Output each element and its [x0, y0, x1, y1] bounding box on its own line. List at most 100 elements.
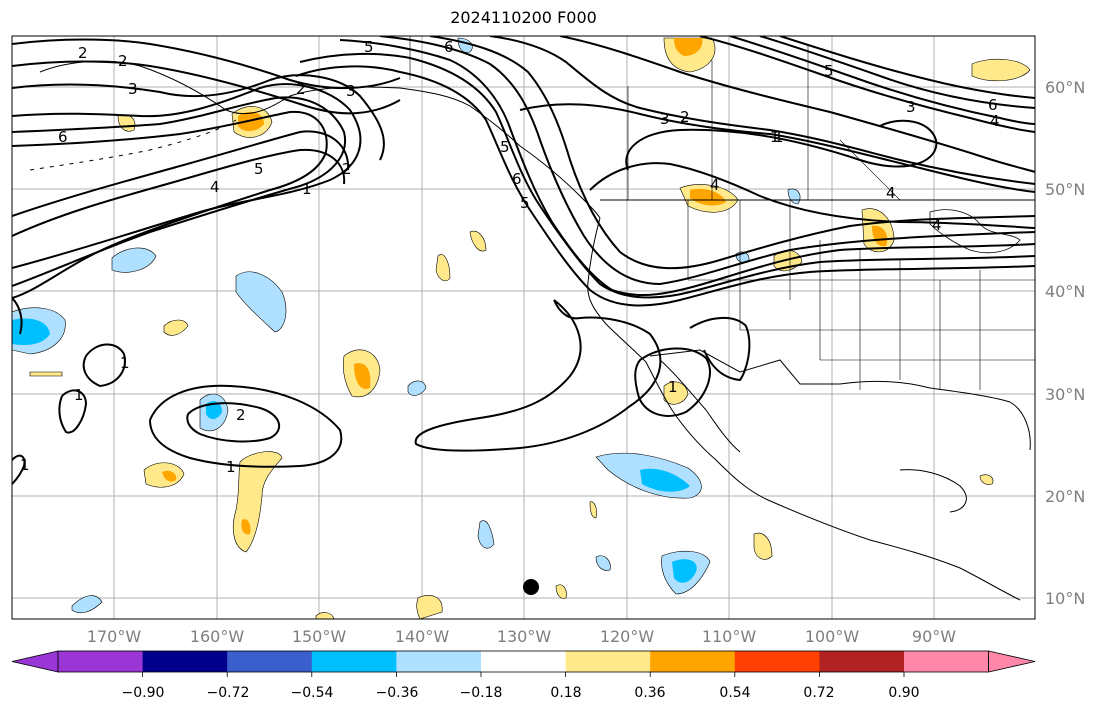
contour-line [149, 384, 343, 468]
neg-region [206, 401, 222, 420]
lon-label: 140°W [395, 627, 450, 646]
lat-label: 60°N [1045, 78, 1085, 97]
contour-label: 1 [774, 128, 784, 146]
contour-label: 5 [520, 194, 530, 212]
colorbar-segment [311, 651, 397, 672]
pos-region [29, 371, 63, 377]
contour-line [12, 130, 350, 217]
contour-label: 2 [118, 52, 128, 70]
contour-line [689, 316, 751, 382]
contour-lines [12, 36, 1035, 485]
contour-line [414, 299, 662, 452]
colorbar-segment [142, 651, 228, 672]
contour-label: 4 [710, 176, 720, 194]
lat-label: 30°N [1045, 385, 1085, 404]
lat-label: 40°N [1045, 282, 1085, 301]
contour-label: 6 [512, 170, 522, 188]
colorbar-extend-min [11, 650, 59, 673]
coastline-gulf-of-california [659, 359, 741, 453]
contour-line [12, 454, 26, 485]
colorbar-tick-label: −0.72 [207, 685, 250, 701]
coastline-yucatan [899, 469, 967, 513]
colorbar [11, 650, 1036, 677]
pos-region [241, 519, 251, 535]
colorbar-tick-label: 0.90 [888, 685, 919, 701]
contour-labels: 2 2 3 3 2 6 6 5 4 1 2 5 6 5 4 3 2 1 5 3 … [20, 38, 1000, 476]
pos-region [162, 470, 177, 482]
contour-label: 1 [20, 456, 30, 474]
contour-line [58, 389, 88, 434]
contour-label: 1 [770, 128, 780, 146]
pos-region [435, 254, 451, 282]
pos-region [663, 381, 689, 405]
contour-line [559, 36, 1035, 173]
contour-line [12, 83, 362, 269]
colorbar-segment [904, 651, 990, 672]
map-frame [11, 35, 1036, 620]
contour-line [625, 119, 938, 171]
contour-line [699, 36, 1035, 133]
colorbar-segment [819, 651, 905, 672]
lon-label: 100°W [805, 627, 860, 646]
contour-label: 4 [932, 216, 942, 234]
colorbar-tick-label: −0.36 [376, 685, 419, 701]
contour-label: 5 [500, 138, 510, 156]
coastline-aleutians [29, 119, 237, 171]
lon-label: 150°W [292, 627, 347, 646]
lon-label: 130°W [497, 627, 552, 646]
pos-region [979, 474, 994, 485]
contour-label: 1 [302, 180, 312, 198]
pos-region [589, 501, 597, 519]
coastline-baja [645, 361, 1021, 601]
neg-region [407, 380, 427, 396]
colorbar-segment [734, 651, 820, 672]
contour-line [12, 60, 401, 115]
contour-label: 2 [680, 108, 690, 126]
lat-label: 10°N [1045, 589, 1085, 608]
contour-line [589, 162, 1035, 229]
contour-line [12, 38, 401, 90]
contour-label: 2 [78, 44, 88, 62]
colorbar-tick-label: 0.18 [550, 685, 581, 701]
gridlines [12, 36, 1035, 619]
pos-region [416, 595, 443, 619]
pos-region [354, 363, 371, 389]
contour-label: 1 [120, 354, 130, 372]
contour-line [12, 110, 328, 299]
great-lakes [929, 209, 1021, 254]
contour-line [339, 39, 1035, 297]
contour-label: 6 [444, 38, 454, 56]
contour-label: 4 [990, 112, 1000, 130]
neg-region [477, 520, 495, 549]
contour-line [779, 36, 1035, 99]
colorbar-segment [396, 651, 482, 672]
contour-label: 6 [988, 96, 998, 114]
neg-region [672, 559, 697, 583]
colorbar-tick-label: 0.36 [634, 685, 665, 701]
neg-region [640, 468, 690, 492]
contour-label: 2 [342, 160, 352, 178]
contour-label: 5 [364, 38, 374, 56]
pos-region [690, 188, 726, 206]
contour-line [12, 148, 346, 237]
contour-line [429, 36, 1035, 270]
colorbar-border [57, 650, 989, 673]
colorbar-tick-label: 0.72 [803, 685, 834, 701]
contour-label: 4 [886, 184, 896, 202]
neg-region [595, 555, 611, 571]
colorbar-tick-label: 0.54 [719, 685, 750, 701]
contour-label: 5 [254, 160, 264, 178]
contour-line [379, 36, 1035, 286]
colorbar-tick-label: −0.54 [291, 685, 334, 701]
pos-region [315, 612, 335, 619]
pos-region [238, 111, 264, 132]
contour-label: 3 [346, 82, 356, 100]
colorbar-segment [565, 651, 651, 672]
lon-label: 170°W [87, 627, 142, 646]
contour-label: 1 [668, 378, 678, 396]
contour-label: 6 [58, 128, 68, 146]
neg-region [235, 271, 287, 333]
colorbar-ticks: −0.90 −0.72 −0.54 −0.36 −0.18 0.18 0.36 … [122, 685, 920, 701]
contour-label: 1 [74, 386, 84, 404]
contour-line [519, 103, 1035, 193]
